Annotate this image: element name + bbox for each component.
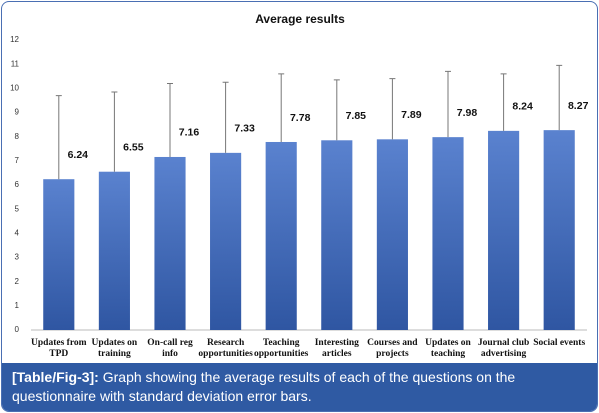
- bar: [98, 171, 130, 330]
- chart: Average results 01234567891011126.246.55…: [10, 12, 589, 334]
- y-tick-label: 9: [15, 108, 20, 117]
- bar: [432, 137, 464, 330]
- x-tick-label: Research opportunities: [198, 338, 253, 359]
- y-tick-label: 2: [15, 277, 20, 286]
- value-label: 7.89: [401, 109, 422, 121]
- chart-title: Average results: [255, 12, 345, 26]
- x-tick-label: On-call reg info: [147, 338, 193, 359]
- x-tick-label: Updates on training: [91, 338, 138, 359]
- bar: [488, 130, 520, 330]
- bar: [321, 140, 353, 330]
- caption-text: Graph showing the average results of eac…: [12, 369, 516, 404]
- y-tick-label: 11: [11, 59, 20, 68]
- x-tick-label: Interesting articles: [314, 338, 359, 359]
- y-tick-label: 5: [15, 204, 20, 213]
- y-tick-label: 8: [15, 132, 20, 141]
- bar: [210, 152, 242, 330]
- y-tick-label: 0: [15, 325, 20, 334]
- value-label: 8.27: [568, 100, 589, 112]
- x-tick-label: Courses and projects: [367, 338, 418, 359]
- y-tick-label: 1: [15, 301, 20, 310]
- x-tick-label: Social events: [533, 338, 586, 348]
- caption-label: [Table/Fig-3]:: [12, 369, 99, 385]
- value-label: 6.55: [123, 141, 144, 153]
- x-tick-label: Journal club advertising: [477, 338, 530, 359]
- value-label: 7.16: [179, 127, 200, 139]
- value-label: 7.85: [346, 110, 367, 122]
- y-tick-label: 3: [15, 253, 20, 262]
- value-label: 8.24: [512, 101, 533, 113]
- y-tick-label: 7: [15, 156, 20, 165]
- y-tick-label: 10: [10, 83, 19, 92]
- y-tick-label: 12: [10, 35, 19, 44]
- bar: [543, 130, 575, 330]
- y-tick-label: 6: [15, 180, 20, 189]
- bar: [43, 179, 75, 330]
- value-label: 7.78: [290, 112, 311, 124]
- bar: [265, 141, 297, 330]
- y-tick-label: 4: [15, 228, 20, 237]
- bar: [376, 139, 408, 330]
- x-tick-label: Teaching opportunities: [254, 338, 309, 359]
- bar: [154, 156, 186, 330]
- x-tick-label: Updates on teaching: [425, 338, 471, 359]
- caption: [Table/Fig-3]: Graph showing the average…: [2, 363, 597, 411]
- value-label: 7.33: [234, 123, 255, 135]
- x-tick-label: Updates from TPD: [31, 338, 87, 359]
- value-label: 6.24: [68, 149, 89, 161]
- value-label: 7.98: [457, 107, 478, 119]
